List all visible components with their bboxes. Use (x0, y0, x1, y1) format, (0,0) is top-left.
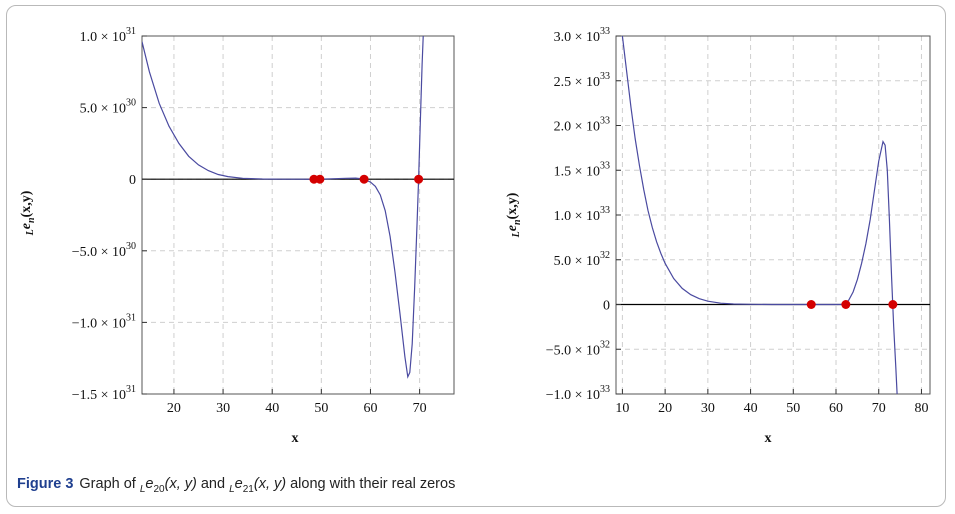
left-ylabel-prefix: L (25, 229, 36, 236)
left-ylabel-args: (x,y) (19, 190, 34, 217)
left-y-axis-title: Len(x,y) (19, 190, 37, 236)
caption-term2-args: (x, y) (253, 476, 287, 492)
left-xtick-label-1: 30 (216, 401, 230, 416)
left-x-axis-title: x (292, 431, 299, 446)
left-ylabel-sub: n (26, 217, 37, 223)
left-zero-point-2 (359, 174, 369, 184)
left-plot-frame (141, 35, 455, 395)
left-ylabel-main: e (19, 223, 34, 229)
caption-text-b: and (196, 476, 230, 492)
left-xtick-label-3: 50 (314, 401, 328, 416)
caption-term2-prefix: L (229, 483, 235, 495)
left-ytick-label-5: −1.5 × 1031 (72, 384, 136, 403)
left-ytick-label-0: 1.0 × 1031 (80, 26, 136, 45)
left-curve-line (142, 36, 424, 379)
left-xtick-label-2: 40 (265, 401, 279, 416)
left-grid (142, 36, 454, 394)
caption-text-a: Graph of (79, 476, 140, 492)
left-xtick-label-0: 20 (167, 401, 181, 416)
caption-term1-e: e (145, 476, 154, 492)
caption-term1-prefix: L (139, 483, 146, 495)
left-ytick-label-1: 5.0 × 1030 (80, 98, 136, 117)
caption-term2-e: e (234, 476, 243, 492)
left-plot-area (141, 35, 455, 395)
figure-label: Figure 3 (17, 476, 74, 492)
left-ytick-label-2: 0 (129, 173, 136, 188)
left-xtick-label-5: 70 (413, 401, 427, 416)
left-zero-point-1 (315, 174, 325, 184)
left-xtick-label-4: 60 (363, 401, 377, 416)
caption-term1-args: (x, y) (164, 476, 197, 492)
caption-text-c: along with their real zeros (286, 476, 456, 492)
left-ytick-label-3: −5.0 × 1030 (72, 241, 136, 260)
left-tick-labels: 20 30 40 50 60 70 1.0 × 1031 5.0 × 1030 0 −5.0 × … (72, 26, 427, 416)
caption-term2-sub: 21 (242, 483, 254, 495)
caption-term1-sub: 20 (153, 483, 165, 495)
left-ytick-label-4: −1.0 × 1031 (72, 312, 136, 331)
figure-frame (6, 5, 946, 507)
svg-text:Len(x,y): Len(x,y) (19, 190, 37, 236)
left-zero-point-3 (414, 174, 424, 184)
figure-caption: Figure 3 Graph of Le20(x, y) and Le21(x, … (17, 476, 455, 495)
